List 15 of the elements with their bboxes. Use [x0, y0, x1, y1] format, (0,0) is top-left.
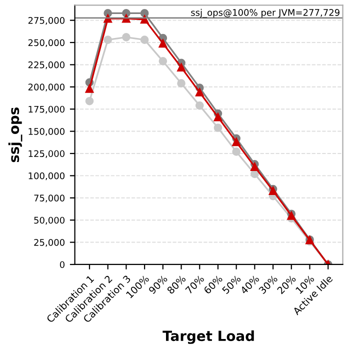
y-tick-label: 25,000 [34, 239, 64, 247]
y-tick-label: 200,000 [28, 84, 64, 92]
ref-line-label: ssj_ops@100% per JVM=277,729 [191, 8, 340, 18]
y-tick-label: 275,000 [28, 17, 64, 25]
y-tick-label: 150,000 [28, 128, 64, 136]
y-tick-label: 125,000 [28, 150, 64, 158]
y-tick-label: 100,000 [28, 172, 64, 180]
y-tick-label: 225,000 [28, 61, 64, 70]
y-tick-label: 50,000 [34, 216, 64, 225]
y-tick-label: 0 [60, 261, 64, 268]
y-tick-label: 75,000 [34, 194, 64, 202]
y-tick-label: 250,000 [28, 39, 64, 47]
x-axis-title: Target Load [162, 330, 254, 344]
y-axis-title: ssj_ops [8, 108, 22, 162]
y-tick-label: 175,000 [28, 106, 64, 114]
